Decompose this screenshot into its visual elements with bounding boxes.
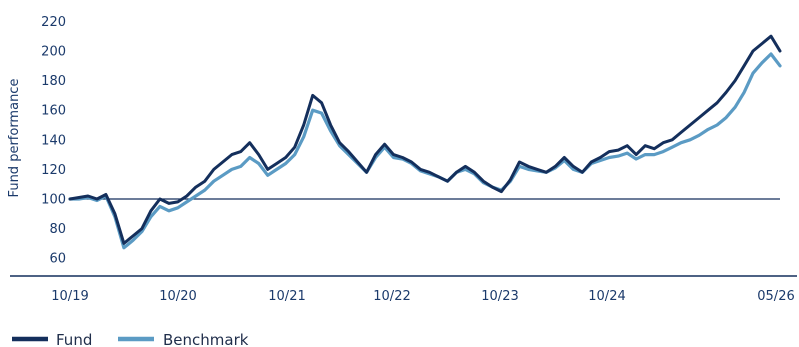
y-tick-label: 220: [41, 15, 66, 30]
y-tick-label: 120: [41, 163, 66, 178]
y-tick-label: 140: [41, 133, 66, 148]
x-tick-label: 10/21: [268, 289, 305, 304]
y-tick-label: 160: [41, 104, 66, 119]
y-tick-label: 180: [41, 74, 66, 89]
series-line-fund: [68, 34, 782, 245]
legend-label-benchmark: Benchmark: [163, 331, 249, 347]
x-tick-label: 10/24: [588, 289, 625, 304]
y-tick-label: 60: [49, 252, 66, 267]
y-tick-label: 200: [41, 44, 66, 59]
x-tick-label: 10/22: [373, 289, 410, 304]
x-tick-label: 10/23: [481, 289, 518, 304]
y-axis-label: Fund performance: [7, 79, 22, 198]
series-lines: [68, 34, 782, 250]
legend-label-fund: Fund: [56, 331, 92, 347]
y-tick-label: 80: [49, 222, 66, 237]
x-tick-label: 10/19: [51, 289, 88, 304]
y-tick-label: 100: [41, 192, 66, 207]
series-line-benchmark: [68, 52, 782, 250]
x-tick-label: 05/26: [757, 289, 794, 304]
y-axis-ticks: 60 80 100 120 140 160 180 200 220: [41, 15, 66, 267]
x-axis-ticks: 10/19 10/20 10/21 10/22 10/23 10/24 05/26: [51, 289, 794, 304]
legend: Fund Benchmark: [12, 331, 249, 347]
x-tick-label: 10/20: [159, 289, 196, 304]
